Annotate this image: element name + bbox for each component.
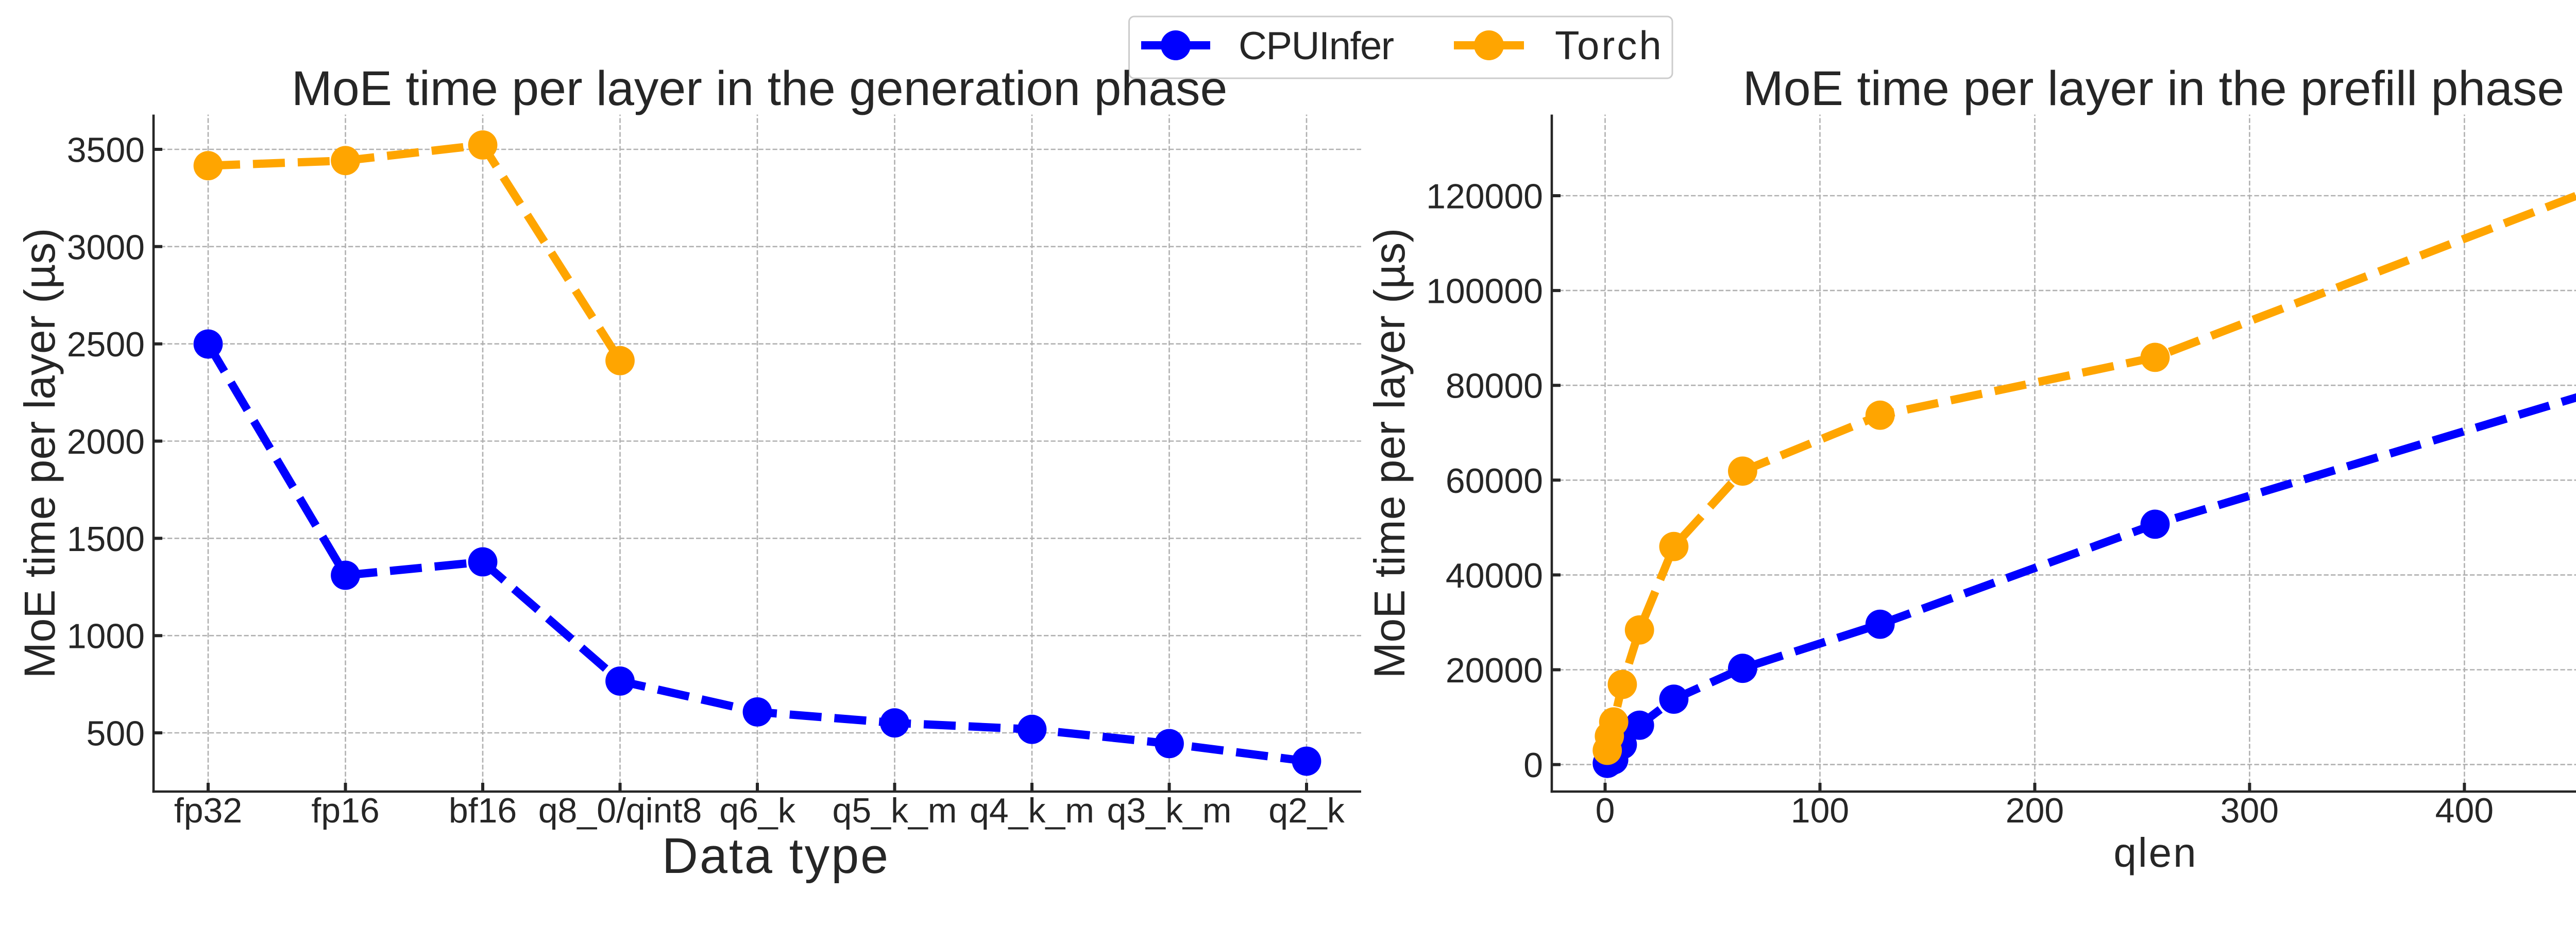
svg-text:q2_k: q2_k [1268,791,1345,830]
svg-text:200: 200 [2006,791,2064,830]
svg-text:fp32: fp32 [174,791,242,830]
svg-text:q4_k_m: q4_k_m [970,791,1094,830]
svg-text:MoE time per layer in the gene: MoE time per layer in the generation pha… [292,61,1228,116]
svg-text:300: 300 [2221,791,2279,830]
svg-text:Data type: Data type [662,828,890,884]
svg-text:100000: 100000 [1426,272,1543,311]
svg-text:CPUInfer: CPUInfer [1239,24,1394,68]
svg-text:20000: 20000 [1446,651,1543,690]
svg-text:40000: 40000 [1446,556,1543,595]
svg-text:q3_k_m: q3_k_m [1107,791,1232,830]
svg-text:MoE time per layer (µs): MoE time per layer (µs) [1365,228,1414,679]
svg-text:MoE time per layer in the pref: MoE time per layer in the prefill phase [1743,61,2565,116]
svg-text:qlen: qlen [2113,830,2197,876]
svg-text:q6_k: q6_k [719,791,795,830]
svg-text:3000: 3000 [67,228,145,267]
svg-text:bf16: bf16 [449,791,517,830]
svg-text:q8_0/qint8: q8_0/qint8 [538,791,702,830]
svg-text:1000: 1000 [67,617,145,656]
svg-text:400: 400 [2435,791,2494,830]
svg-text:MoE time per layer (µs): MoE time per layer (µs) [15,228,64,679]
svg-text:1500: 1500 [67,520,145,559]
svg-text:Torch: Torch [1555,23,1664,68]
svg-text:0: 0 [1596,791,1615,830]
svg-text:2000: 2000 [67,422,145,461]
svg-text:500: 500 [87,714,145,753]
svg-text:60000: 60000 [1446,461,1543,501]
svg-text:80000: 80000 [1446,367,1543,406]
svg-text:3500: 3500 [67,131,145,170]
svg-text:100: 100 [1791,791,1849,830]
svg-text:0: 0 [1523,746,1543,785]
svg-text:2500: 2500 [67,325,145,364]
svg-text:120000: 120000 [1426,177,1543,216]
svg-text:q5_k_m: q5_k_m [833,791,957,830]
svg-text:fp16: fp16 [311,791,379,830]
